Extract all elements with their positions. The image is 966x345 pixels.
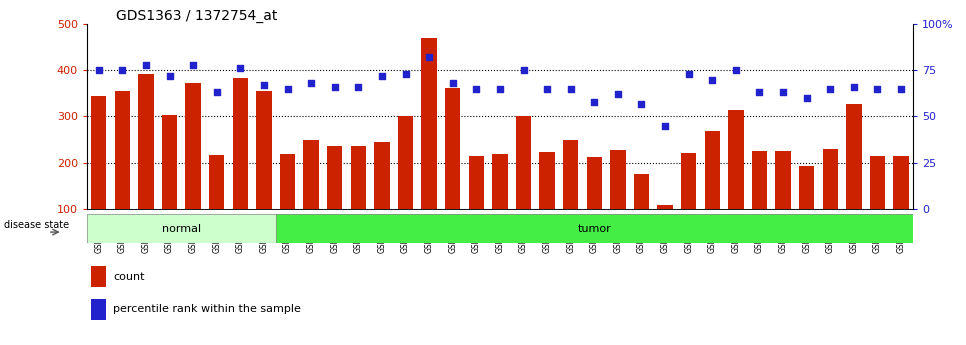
Bar (728, 109, 744, 209)
Text: normal: normal (161, 224, 201, 234)
Point (256, 82, 271, 88)
Point (469, 86, 484, 91)
Bar (91, 266, 106, 287)
Point (658, 123, 673, 128)
Bar (869, 156, 885, 209)
Point (704, 77, 720, 82)
Bar (280, 154, 296, 209)
Bar (634, 174, 649, 209)
Point (539, 86, 554, 91)
Text: count: count (113, 272, 145, 282)
Point (445, 80, 461, 86)
Bar (539, 152, 554, 209)
Point (327, 84, 343, 90)
Point (421, 55, 437, 60)
Bar (894, 156, 909, 209)
Bar (681, 153, 696, 209)
Point (374, 73, 389, 79)
Point (869, 86, 885, 91)
Point (162, 73, 178, 79)
Text: disease state: disease state (5, 220, 70, 230)
Point (586, 99, 602, 105)
Point (799, 95, 814, 101)
Point (728, 68, 744, 73)
Point (398, 71, 413, 77)
Text: GDS1363 / 1372754_at: GDS1363 / 1372754_at (116, 9, 277, 23)
Bar (327, 146, 342, 209)
Bar (374, 142, 389, 209)
Point (634, 101, 649, 106)
Bar (275, 214, 913, 243)
Bar (87, 214, 275, 243)
Bar (516, 116, 531, 209)
Bar (493, 154, 507, 209)
Bar (704, 131, 720, 209)
Point (492, 86, 508, 91)
Point (752, 90, 767, 95)
Bar (233, 78, 248, 209)
Bar (162, 115, 177, 209)
Bar (185, 83, 201, 209)
Bar (846, 105, 862, 209)
Text: tumor: tumor (578, 224, 611, 234)
Bar (303, 140, 319, 209)
Bar (351, 146, 366, 209)
Point (351, 84, 366, 90)
Point (776, 90, 791, 95)
Point (233, 66, 248, 71)
Point (303, 80, 319, 86)
Bar (209, 155, 224, 209)
Point (91, 68, 106, 73)
Point (846, 84, 862, 90)
Bar (563, 140, 579, 209)
Bar (799, 166, 814, 209)
Bar (115, 91, 130, 209)
Point (681, 71, 696, 77)
Bar (256, 91, 271, 209)
Bar (445, 88, 461, 209)
Point (611, 91, 626, 97)
Bar (91, 96, 106, 209)
Point (280, 86, 296, 91)
Point (115, 68, 130, 73)
Bar (658, 205, 672, 209)
Bar (398, 116, 413, 209)
Point (185, 62, 201, 68)
Bar (752, 151, 767, 209)
Point (563, 86, 579, 91)
Point (138, 62, 154, 68)
Point (894, 86, 909, 91)
Point (209, 90, 224, 95)
Point (823, 86, 838, 91)
Text: percentile rank within the sample: percentile rank within the sample (113, 304, 301, 314)
Bar (611, 150, 626, 209)
Bar (91, 298, 106, 320)
Bar (776, 151, 791, 209)
Bar (138, 73, 154, 209)
Bar (421, 38, 437, 209)
Point (516, 68, 531, 73)
Bar (469, 156, 484, 209)
Bar (823, 149, 838, 209)
Bar (586, 157, 602, 209)
